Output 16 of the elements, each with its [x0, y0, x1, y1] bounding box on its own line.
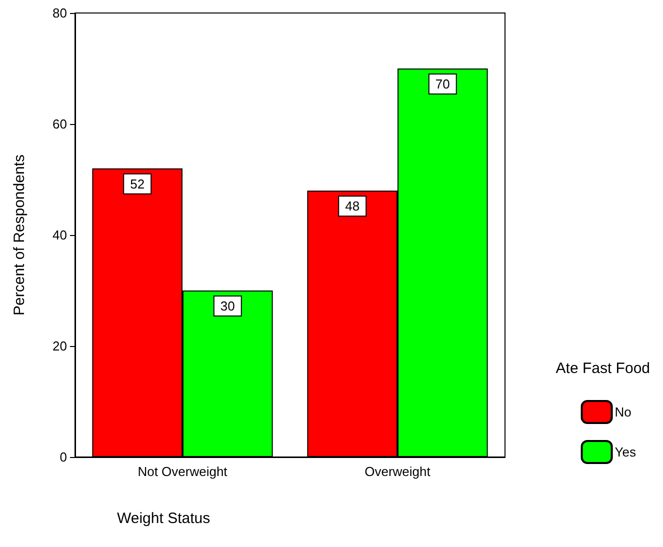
x-tick-label: Not Overweight	[138, 464, 228, 479]
x-tick-label: Overweight	[364, 464, 431, 479]
y-tick-label: 0	[60, 450, 67, 464]
data-label: 30	[220, 298, 235, 314]
legend-title: Ate Fast Food	[556, 360, 650, 377]
legend-label: Yes	[614, 444, 636, 460]
legend-label: No	[614, 404, 632, 420]
x-axis-title: Weight Status	[117, 510, 210, 527]
y-axis-title: Percent of Respondents	[11, 154, 28, 316]
data-label: 70	[435, 76, 450, 92]
y-tick-label: 20	[52, 338, 67, 354]
y-tick-label: 60	[52, 116, 67, 132]
y-tick-label: 80	[52, 6, 67, 20]
y-tick-label: 40	[52, 228, 67, 242]
data-label: 52	[130, 176, 145, 192]
data-label: 48	[345, 198, 360, 214]
